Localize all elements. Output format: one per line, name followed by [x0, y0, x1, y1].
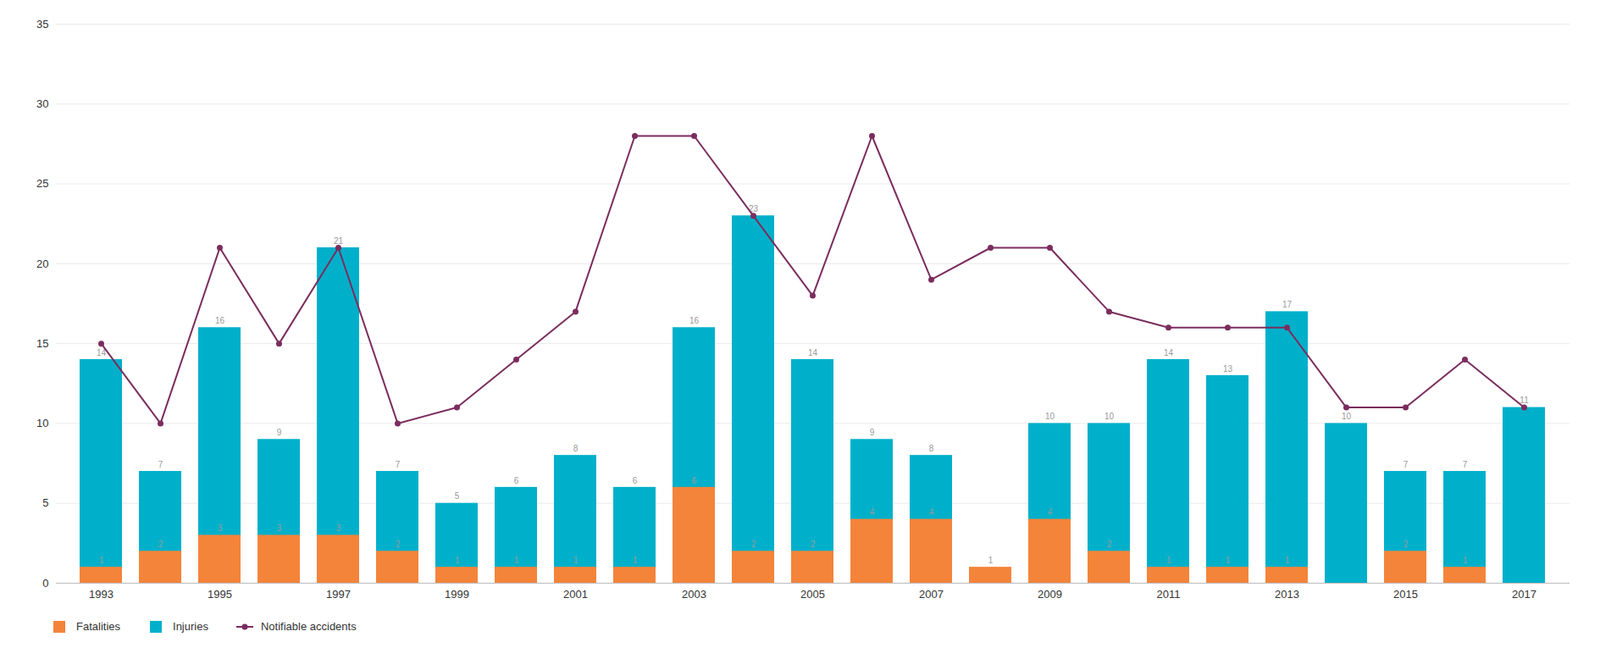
- svg-text:4: 4: [929, 507, 935, 517]
- svg-text:2007: 2007: [919, 587, 944, 601]
- svg-text:17: 17: [1282, 299, 1293, 310]
- svg-text:8: 8: [929, 443, 935, 454]
- svg-text:23: 23: [748, 204, 759, 214]
- svg-text:1: 1: [1284, 555, 1290, 565]
- svg-text:1: 1: [632, 555, 638, 565]
- svg-text:3: 3: [217, 523, 223, 533]
- svg-text:7: 7: [395, 459, 401, 470]
- svg-text:1: 1: [99, 555, 105, 565]
- svg-text:7: 7: [1462, 459, 1468, 470]
- svg-text:13: 13: [1223, 364, 1234, 374]
- svg-text:9: 9: [276, 427, 283, 438]
- svg-text:6: 6: [514, 476, 520, 486]
- svg-text:1: 1: [573, 555, 579, 565]
- svg-text:10: 10: [1045, 411, 1056, 421]
- html-text:Injuries: Injuries: [172, 620, 209, 633]
- svg-text:2013: 2013: [1274, 587, 1300, 601]
- svg-text:1: 1: [514, 555, 520, 565]
- svg-text:2: 2: [395, 539, 401, 549]
- svg-text:6: 6: [692, 476, 698, 486]
- svg-text:15: 15: [36, 337, 49, 350]
- svg-text:10: 10: [1104, 411, 1115, 421]
- svg-text:2: 2: [751, 539, 757, 549]
- svg-text:3: 3: [336, 523, 342, 533]
- svg-text:9: 9: [869, 427, 875, 438]
- svg-text:1: 1: [988, 555, 994, 565]
- svg-text:25: 25: [36, 177, 49, 190]
- svg-text:21: 21: [333, 236, 344, 246]
- svg-text:2: 2: [1403, 539, 1409, 549]
- svg-text:1: 1: [1166, 555, 1172, 565]
- svg-text:1999: 1999: [444, 587, 470, 601]
- svg-text:3: 3: [276, 523, 283, 533]
- svg-text:1993: 1993: [88, 587, 114, 601]
- svg-text:1997: 1997: [326, 587, 351, 601]
- svg-text:1995: 1995: [207, 587, 233, 601]
- svg-text:10: 10: [1341, 411, 1352, 421]
- svg-text:16: 16: [215, 315, 226, 326]
- svg-text:1: 1: [1225, 555, 1231, 565]
- svg-text:14: 14: [808, 348, 819, 358]
- svg-text:20: 20: [36, 257, 49, 271]
- svg-text:2009: 2009: [1037, 587, 1063, 601]
- svg-text:2001: 2001: [563, 587, 588, 601]
- svg-text:14: 14: [1163, 348, 1174, 358]
- svg-text:16: 16: [689, 315, 700, 326]
- svg-text:35: 35: [36, 17, 49, 31]
- html-text:Fatalities: Fatalities: [76, 620, 121, 633]
- svg-text:2017: 2017: [1511, 587, 1537, 601]
- svg-text:2011: 2011: [1157, 587, 1181, 601]
- svg-text:14: 14: [96, 347, 106, 358]
- svg-text:7: 7: [1403, 459, 1409, 470]
- svg-text:2005: 2005: [800, 587, 825, 601]
- html-text:Notifiable accidents: Notifiable accidents: [260, 620, 357, 633]
- svg-text:8: 8: [573, 443, 579, 454]
- svg-text:30: 30: [36, 97, 49, 111]
- svg-text:2015: 2015: [1393, 587, 1418, 601]
- svg-text:2: 2: [1107, 539, 1113, 549]
- svg-text:10: 10: [36, 416, 49, 430]
- svg-text:1: 1: [454, 555, 460, 565]
- svg-text:4: 4: [869, 507, 875, 517]
- svg-text:2003: 2003: [681, 587, 707, 601]
- svg-text:5: 5: [454, 491, 460, 501]
- svg-text:5: 5: [42, 496, 49, 510]
- svg-text:7: 7: [158, 459, 164, 470]
- svg-text:4: 4: [1047, 507, 1053, 517]
- svg-text:2: 2: [810, 539, 816, 549]
- svg-text:2: 2: [158, 539, 164, 549]
- svg-text:0: 0: [42, 576, 49, 590]
- svg-text:1: 1: [1462, 555, 1468, 565]
- svg-text:11: 11: [1519, 395, 1529, 405]
- svg-text:6: 6: [632, 476, 638, 486]
